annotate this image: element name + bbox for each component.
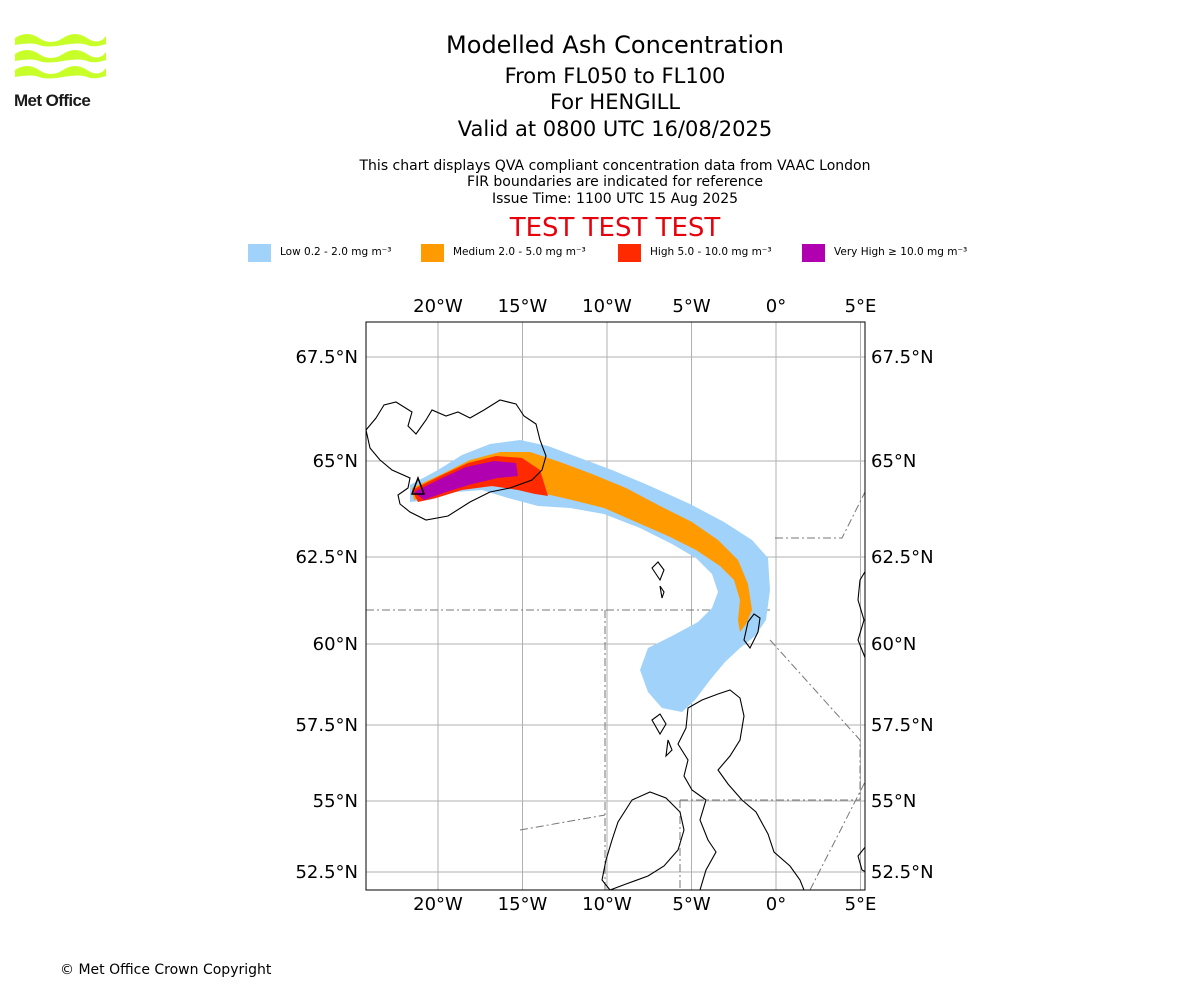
coastlines [366, 399, 865, 890]
lon-tick-label-bottom: 15°W [498, 894, 548, 915]
lat-tick-label-left: 52.5°N [295, 862, 358, 883]
ash-plume-medium [412, 452, 752, 632]
lon-tick-label-top: 5°W [672, 296, 710, 317]
lon-tick-label-top: 5°E [845, 296, 877, 317]
met-office-wordmark: Met Office [14, 91, 91, 110]
map-frame [365, 321, 866, 891]
lon-tick-label-bottom: 5°W [672, 894, 710, 915]
lon-tick-label-top: 15°W [498, 296, 548, 317]
copyright-notice: © Met Office Crown Copyright [60, 962, 272, 978]
faroe-islands [651, 561, 665, 599]
map-tick-labels: 20°W 20°W 15°W 15°W 10°W 10°W 5°W 5°W 0° 0° 5°E 5°E… [295, 296, 933, 915]
legend-swatch-high [618, 244, 641, 262]
qva-note: This chart displays QVA compliant concen… [359, 158, 871, 174]
lat-tick-label-right: 60°N [871, 634, 916, 655]
lon-tick-label-bottom: 10°W [582, 894, 632, 915]
legend-label-low: Low 0.2 - 2.0 mg m⁻³ [280, 246, 392, 258]
lat-tick-label-right: 57.5°N [871, 715, 934, 736]
lon-tick-label-bottom: 5°E [845, 894, 877, 915]
met-office-logo-icon [15, 34, 106, 79]
lon-tick-label-bottom: 20°W [413, 894, 463, 915]
norway-coastline [857, 570, 865, 659]
volcano-name: For HENGILL [549, 90, 681, 114]
legend-label-high: High 5.0 - 10.0 mg m⁻³ [650, 246, 772, 258]
chart-title: Modelled Ash Concentration [446, 31, 784, 59]
lat-tick-label-left: 60°N [313, 634, 358, 655]
lon-tick-label-top: 0° [766, 296, 786, 317]
flight-level-range: From FL050 to FL100 [504, 64, 726, 88]
fir-boundaries [366, 490, 865, 890]
issue-time: Issue Time: 1100 UTC 15 Aug 2025 [491, 191, 739, 207]
hebrides-coastline [651, 713, 673, 758]
great-britain-coastline [677, 689, 805, 890]
lat-tick-label-left: 57.5°N [295, 715, 358, 736]
fir-note: FIR boundaries are indicated for referen… [467, 174, 763, 190]
test-banner: TEST TEST TEST [509, 213, 721, 243]
lon-tick-label-bottom: 0° [766, 894, 786, 915]
lat-tick-label-left: 55°N [313, 791, 358, 812]
valid-time: Valid at 0800 UTC 16/08/2025 [457, 117, 773, 141]
lat-tick-label-left: 65°N [313, 451, 358, 472]
legend-swatch-low [248, 244, 271, 262]
ireland-coastline [601, 791, 685, 890]
lat-tick-label-right: 67.5°N [871, 347, 934, 368]
iceland-coastline [366, 399, 547, 521]
lat-tick-label-right: 52.5°N [871, 862, 934, 883]
lat-tick-label-right: 55°N [871, 791, 916, 812]
lat-tick-label-right: 65°N [871, 451, 916, 472]
lon-tick-label-top: 20°W [413, 296, 463, 317]
legend-swatch-very-high [802, 244, 825, 262]
lat-tick-label-left: 62.5°N [295, 547, 358, 568]
triangle-icon [410, 475, 426, 495]
ash-plume-low [410, 440, 770, 712]
lat-tick-label-left: 67.5°N [295, 347, 358, 368]
lat-tick-label-right: 62.5°N [871, 547, 934, 568]
continent-coastline [857, 846, 865, 873]
lon-tick-label-top: 10°W [582, 296, 632, 317]
legend-swatch-medium [421, 244, 444, 262]
ash-plume-very-high [414, 461, 518, 500]
legend-label-very-high: Very High ≥ 10.0 mg m⁻³ [834, 246, 968, 258]
map-gridlines [366, 322, 865, 890]
shetland-coastline [743, 613, 761, 650]
legend-label-medium: Medium 2.0 - 5.0 mg m⁻³ [453, 246, 586, 258]
